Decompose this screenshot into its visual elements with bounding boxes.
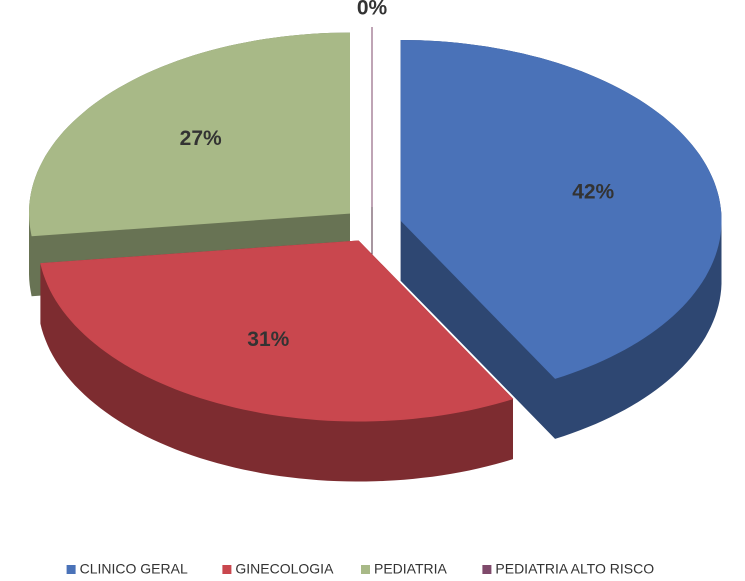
legend-swatch (222, 565, 232, 574)
data-label: 0% (357, 0, 388, 20)
pie-slice (40, 240, 514, 482)
data-label: 42% (572, 180, 614, 203)
slice-top (28, 32, 350, 237)
legend-label: PEDIATRIA ALTO RISCO (495, 561, 654, 577)
pie-slice (28, 32, 350, 297)
legend-swatch (361, 565, 370, 574)
legend-label: CLINICO GERAL (80, 561, 188, 577)
slice-top (400, 39, 722, 379)
data-label: 31% (247, 328, 289, 351)
legend-label: GINECOLOGIA (235, 561, 334, 577)
data-label: 27% (180, 127, 222, 150)
slice-top (40, 240, 514, 422)
legend-swatch (66, 565, 76, 574)
legend-label: PEDIATRIA (374, 561, 448, 577)
pie-slice (400, 39, 722, 439)
legend-swatch (482, 565, 492, 574)
